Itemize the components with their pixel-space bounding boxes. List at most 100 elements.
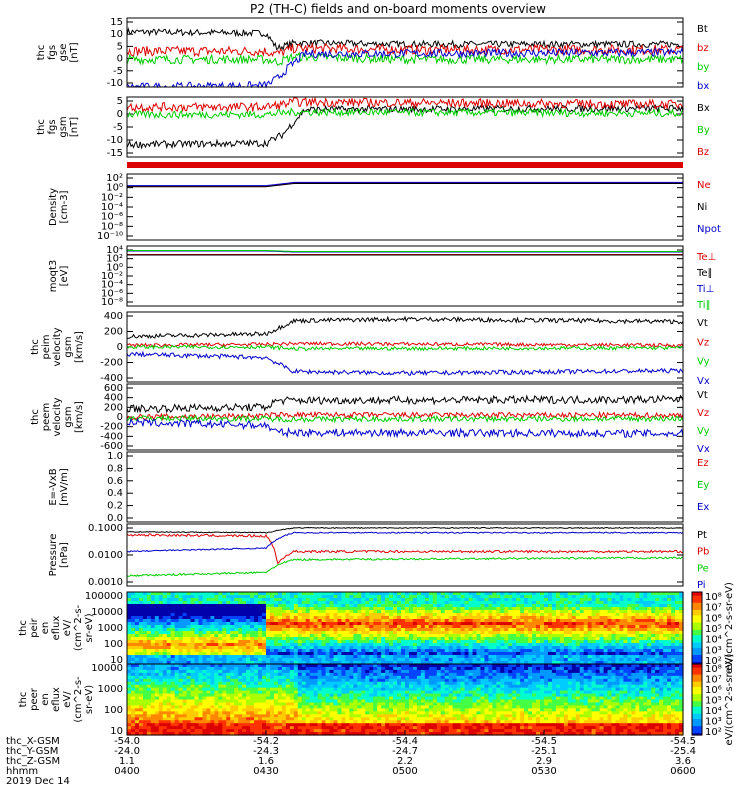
spectrogram-cell (166, 658, 172, 662)
spectrogram-cell (420, 592, 426, 596)
spectrogram-cell (424, 661, 430, 665)
spectrogram-cell (599, 613, 605, 617)
spectrogram-cell (297, 631, 303, 635)
legend-entry: Vx (697, 444, 710, 455)
spectrogram-cell (246, 607, 251, 611)
spectrogram-cell (536, 646, 541, 650)
spectrogram-cell (186, 649, 192, 653)
spectrogram-cell (524, 634, 529, 638)
spectrogram-cell (432, 646, 438, 650)
spectrogram-cell (559, 607, 565, 611)
spectrogram-cell (345, 640, 350, 644)
spectrogram-cell (619, 658, 625, 662)
spectrogram-cell (277, 628, 283, 632)
legend-entry: by (697, 62, 709, 73)
spectrogram-cell (178, 655, 184, 659)
spectrogram-cell (222, 678, 227, 683)
spectrogram-cell (150, 613, 156, 617)
spectrogram-cell (254, 592, 259, 596)
spectrogram-cell (341, 625, 347, 629)
spectrogram-cell (464, 625, 470, 629)
spectrogram-cell (242, 664, 247, 668)
spectrogram-cell (440, 628, 446, 632)
spectrogram-cell (484, 649, 489, 653)
spectrogram-cell (313, 631, 319, 635)
spectrogram-cell (575, 607, 581, 611)
spectrogram-cell (214, 732, 219, 736)
spectrogram-cell (627, 613, 632, 617)
spectrogram-cell (154, 619, 160, 623)
spectrogram-cell (416, 619, 422, 623)
spectrogram-cell (234, 616, 239, 620)
spectrogram-cell (222, 732, 227, 736)
spectrogram-cell (389, 616, 394, 620)
spectrogram-cell (532, 655, 537, 659)
y-tick-label: 10000 (91, 607, 123, 618)
spectrogram-cell (134, 658, 140, 662)
spectrogram-cell (647, 643, 652, 647)
spectrogram-cell (289, 699, 295, 704)
spectrogram-cell (635, 625, 640, 629)
y-axis-label: peir (29, 617, 40, 637)
spectrogram-cell (627, 658, 632, 662)
spectrogram-cell (377, 601, 382, 605)
spectrogram-cell (293, 610, 299, 614)
spectrogram-cell (301, 693, 307, 698)
spectrogram-cell (659, 631, 664, 635)
spectrogram-cell (607, 622, 613, 626)
spectrogram-cell (643, 616, 648, 620)
spectrogram-cell (357, 619, 362, 623)
spectrogram-cell (428, 592, 434, 596)
spectrogram-cell (536, 607, 541, 611)
spectrogram-cell (663, 628, 668, 632)
spectrogram-cell (353, 652, 358, 656)
spectrogram-cell (551, 637, 557, 641)
spectrogram-cell (238, 732, 243, 736)
spectrogram-cell (412, 622, 418, 626)
spectrogram-cell (599, 628, 605, 632)
spectrogram-cell (516, 622, 521, 626)
spectrogram-cell (313, 607, 319, 611)
spectrogram-cell (230, 690, 235, 695)
spectrogram-cell (444, 613, 450, 617)
spectrogram-cell (611, 592, 617, 596)
spectrogram-cell (412, 604, 418, 608)
spectrogram-cell (130, 702, 136, 707)
spectrogram-cell (345, 631, 350, 635)
spectrogram-cell (166, 678, 172, 683)
spectrogram-cell (134, 708, 140, 712)
spectrogram-cell (627, 655, 632, 659)
spectrogram-cell (281, 655, 287, 659)
spectrogram-cell (643, 598, 648, 602)
spectrogram-cell (262, 592, 267, 596)
spectrogram-cell (142, 604, 148, 608)
spectrogram-cell (273, 625, 279, 629)
spectrogram-cell (341, 678, 347, 683)
spectrogram-cell (528, 634, 533, 638)
spectrogram-cell (194, 690, 200, 695)
spectrogram-cell (647, 658, 652, 662)
spectrogram-cell (496, 658, 501, 662)
spectrogram-cell (389, 658, 394, 662)
spectrogram-cell (420, 610, 426, 614)
spectrogram-cell (170, 720, 176, 724)
spectrogram-cell (250, 598, 255, 602)
spectrogram-cell (158, 699, 164, 704)
spectrogram-cell (266, 607, 271, 611)
spectrogram-cell (222, 684, 227, 689)
spectrogram-cell (258, 666, 263, 671)
spectrogram-cell (317, 592, 323, 596)
spectrogram-cell (281, 678, 287, 683)
spectrogram-cell (544, 625, 549, 629)
spectrogram-cell (226, 729, 231, 733)
spectrogram-cell (222, 696, 227, 701)
spectrogram-cell (194, 646, 200, 650)
spectrogram-cell (595, 625, 601, 629)
spectrogram-cell (381, 610, 386, 614)
spectrogram-cell (178, 711, 184, 715)
spectrogram-cell (226, 655, 231, 659)
spectrogram-cell (349, 613, 354, 617)
spectrogram-cell (246, 714, 251, 718)
spectrogram-cell (405, 625, 410, 629)
